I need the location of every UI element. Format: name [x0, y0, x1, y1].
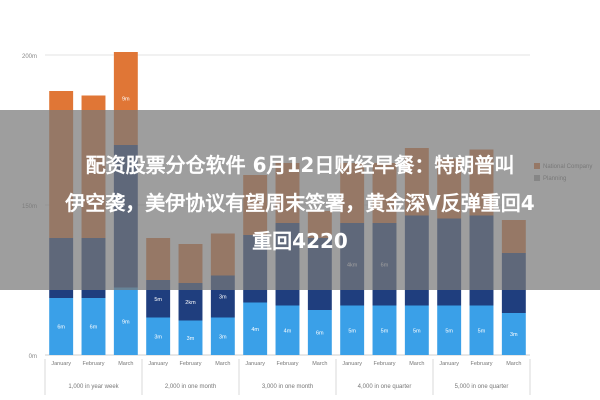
headline-overlay: [0, 110, 600, 290]
headline-line-1: 配资股票分仓软件 6月12日财经早餐：特朗普叫: [85, 153, 515, 177]
group-label: 4,000 in one quarter: [358, 384, 412, 390]
bar-segment: [404, 305, 429, 355]
x-tick-label: March: [215, 361, 230, 367]
bar-data-label: 3m: [510, 332, 518, 338]
bar-segment: [437, 305, 462, 355]
bar-data-label: 3m: [154, 334, 162, 340]
x-tick-label: March: [118, 361, 133, 367]
bar-segment: [340, 305, 365, 355]
bar-data-label: 5m: [413, 328, 421, 334]
bar-data-label: 5m: [478, 328, 486, 334]
x-tick-label: March: [506, 361, 521, 367]
bar-segment: [469, 305, 494, 355]
bar-data-label: 2km: [185, 300, 196, 306]
x-axis-groups: 1,000 in year week 2,000 in one month 3,00…: [44, 359, 531, 395]
headline-line-3: 重回4220: [252, 229, 348, 253]
group-label: 5,000 in one quarter: [455, 384, 509, 390]
y-tick-label: 200m: [22, 54, 37, 60]
x-tick-label: March: [409, 361, 424, 367]
x-tick-label: February: [470, 361, 492, 367]
x-tick-label: March: [312, 361, 327, 367]
bar-data-label: 3m: [187, 336, 195, 342]
bar-segment: [49, 298, 74, 355]
bar-data-label: 6m: [316, 331, 324, 337]
bar-data-label: 3m: [219, 295, 227, 301]
bar-data-label: 3m: [219, 334, 227, 340]
bar-segment: [243, 302, 268, 355]
x-tick-label: January: [148, 361, 168, 367]
bar-segment: [146, 317, 171, 355]
x-tick-label: January: [439, 361, 459, 367]
bar-data-label: 9m: [122, 319, 130, 325]
bar-segment: [501, 313, 526, 355]
x-axis-labels: January February March January February March…: [51, 361, 521, 367]
bar-segment: [210, 317, 235, 355]
bar-segment: [178, 320, 203, 355]
bar-segment: [275, 305, 300, 355]
x-tick-label: February: [373, 361, 395, 367]
bar-data-label: 6m: [57, 325, 65, 331]
bar-data-label: 6m: [90, 325, 98, 331]
x-tick-label: February: [276, 361, 298, 367]
bar-data-label: 4m: [284, 328, 292, 334]
bar-segment: [372, 305, 397, 355]
headline-line-2: 伊空袭，美伊协议有望周末签署，黄金深V反弹重回4: [65, 191, 535, 215]
x-tick-label: February: [179, 361, 201, 367]
bar-segment: [178, 283, 203, 321]
group-label: 3,000 in one month: [262, 384, 313, 390]
y-tick-label: 0m: [29, 354, 37, 360]
x-tick-label: January: [245, 361, 265, 367]
x-tick-label: January: [51, 361, 71, 367]
bar-data-label: 9m: [122, 97, 130, 103]
bar-data-label: 5m: [154, 297, 162, 303]
bar-data-label: 5m: [445, 328, 453, 334]
bar-data-label: 5m: [381, 328, 389, 334]
x-tick-label: January: [342, 361, 362, 367]
bar-segment: [113, 287, 138, 355]
bar-data-label: 5m: [348, 328, 356, 334]
bar-data-label: 4m: [251, 327, 259, 333]
group-label: 2,000 in one month: [165, 384, 216, 390]
headline-text: 配资股票分仓软件 6月12日财经早餐：特朗普叫 伊空袭，美伊协议有望周末签署，黄…: [0, 146, 600, 260]
group-label: 1,000 in year week: [68, 384, 119, 390]
bar-segment: [307, 310, 332, 355]
bar-segment: [81, 298, 106, 355]
x-tick-label: February: [82, 361, 104, 367]
